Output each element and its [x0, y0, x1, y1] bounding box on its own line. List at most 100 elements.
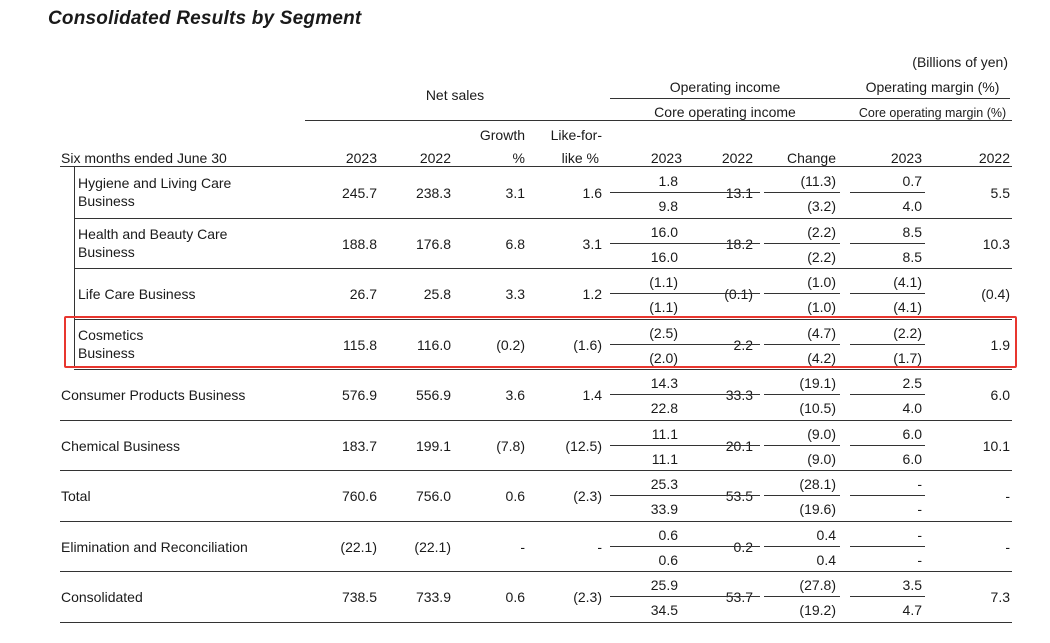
cosmetics-highlight-box	[64, 316, 1017, 368]
cell-com2023: 4.7	[902, 602, 922, 618]
cell-oi2022: 53.5	[725, 488, 753, 504]
row-label-line1: Cosmetics	[78, 326, 144, 343]
cell-ns2023: 738.5	[341, 589, 377, 605]
header-net-sales: Net sales	[425, 87, 485, 103]
row-bottom-rule	[74, 318, 1012, 320]
cell-lfl: (12.5)	[565, 437, 602, 454]
header-operating-margin: Operating margin (%)	[865, 79, 1000, 95]
segment-group-bracket	[74, 167, 75, 368]
row-bottom-rule	[60, 419, 1012, 421]
cell-oi2023: 11.1	[651, 425, 678, 442]
cell-core-change: (19.6)	[799, 501, 836, 517]
cell-change: (19.1)	[799, 375, 836, 391]
header-operating-income: Operating income	[669, 79, 781, 95]
cell-oi2023: 16.0	[650, 223, 678, 240]
cell-om2023: 0.7	[902, 173, 922, 189]
cell-ns2023: 183.7	[341, 437, 377, 454]
change-split-line	[764, 394, 840, 395]
cell-lfl: -	[597, 538, 602, 555]
cell-growth: 0.6	[505, 589, 525, 605]
cell-oi2023: 1.8	[658, 173, 678, 189]
cell-com2023: -	[917, 501, 922, 517]
cell-oi2022: (0.1)	[724, 286, 753, 302]
cell-change: (9.0)	[807, 425, 836, 442]
cell-om2022: 7.3	[990, 589, 1010, 605]
header-oi-2022: 2022	[721, 150, 753, 166]
row-bottom-rule	[74, 268, 1012, 269]
unit-note: (Billions of yen)	[912, 54, 1008, 70]
header-ns-2023: 2023	[345, 150, 377, 166]
cell-change: (1.0)	[807, 274, 836, 290]
cell-core-change: (19.2)	[799, 602, 836, 618]
cell-change: (11.3)	[800, 173, 836, 189]
header-om-2023: 2023	[890, 150, 922, 166]
cell-growth: (0.2)	[496, 336, 525, 353]
cell-growth: -	[520, 538, 525, 555]
margin-split-line	[850, 343, 925, 345]
cell-coi2023: (2.0)	[649, 349, 678, 366]
cell-om2022: (0.4)	[981, 286, 1010, 302]
cell-core-change: (4.2)	[807, 349, 836, 366]
cell-om2023: 3.5	[902, 577, 922, 593]
row-bottom-rule	[60, 470, 1012, 471]
cell-com2023: 6.0	[902, 450, 922, 467]
margin-split-line	[850, 444, 925, 446]
row-label-line2: Business	[78, 243, 135, 260]
cell-oi2022: 18.2	[725, 235, 753, 252]
margin-split-line	[850, 495, 925, 496]
cell-lfl: 3.1	[582, 235, 602, 252]
cell-om2023: -	[917, 476, 922, 492]
cell-lfl: (1.6)	[573, 336, 602, 353]
oi-split-line	[610, 444, 760, 446]
cell-coi2023: 22.8	[650, 400, 678, 416]
cell-change: (2.2)	[807, 223, 836, 240]
cell-coi2023: (1.1)	[649, 299, 678, 315]
header-core-operating-income: Core operating income	[654, 104, 796, 120]
row-bottom-rule	[60, 571, 1012, 572]
cell-oi2022: 0.2	[733, 538, 753, 555]
cell-coi2023: 16.0	[650, 248, 678, 265]
cell-om2023: 2.5	[902, 375, 922, 391]
cell-growth: 3.6	[505, 387, 525, 403]
cell-core-change: (10.5)	[799, 400, 836, 416]
cell-om2022: -	[1005, 488, 1010, 504]
cell-ns2022: 756.0	[415, 488, 451, 504]
margin-split-line	[850, 293, 925, 294]
cell-oi2022: 53.7	[725, 589, 753, 605]
header-bottom-rule	[60, 166, 1012, 167]
header-growth-2: %	[512, 150, 525, 166]
cell-ns2022: 176.8	[415, 235, 451, 252]
row-bottom-rule	[60, 621, 1012, 623]
cell-ns2022: 116.0	[417, 336, 451, 353]
cell-core-change: (1.0)	[807, 299, 836, 315]
cell-lfl: 1.2	[582, 286, 602, 302]
cell-core-change: (2.2)	[807, 248, 836, 265]
change-split-line	[764, 343, 840, 345]
change-split-line	[764, 293, 840, 294]
cell-lfl: 1.6	[582, 185, 602, 201]
margin-split-line	[850, 242, 925, 244]
header-lfl-1: Like-for-	[550, 127, 602, 143]
cell-om2023: 8.5	[902, 223, 922, 240]
cell-growth: (7.8)	[496, 437, 525, 454]
row-label-line1: Hygiene and Living Care	[78, 175, 232, 191]
cell-om2022: -	[1005, 538, 1010, 555]
cell-com2023: 4.0	[902, 198, 922, 214]
cell-growth: 6.8	[505, 235, 525, 252]
cell-ns2023: 760.6	[341, 488, 377, 504]
cell-coi2023: 34.5	[650, 602, 678, 618]
header-om-2022: 2022	[978, 150, 1010, 166]
cell-oi2023: (1.1)	[649, 274, 678, 290]
row-bottom-rule	[74, 369, 1012, 370]
change-split-line	[764, 444, 840, 446]
cell-ns2023: 115.8	[343, 336, 377, 353]
header-divider	[610, 98, 1010, 99]
header-ns-2022: 2022	[419, 150, 451, 166]
cell-ns2023: 26.7	[349, 286, 377, 302]
cell-ns2022: 733.9	[415, 589, 451, 605]
cell-om2022: 5.5	[990, 185, 1010, 201]
cell-om2023: 6.0	[902, 425, 922, 442]
cell-oi2023: 0.6	[658, 526, 678, 543]
cell-com2023: (1.7)	[893, 349, 922, 366]
header-period: Six months ended June 30	[61, 150, 227, 166]
